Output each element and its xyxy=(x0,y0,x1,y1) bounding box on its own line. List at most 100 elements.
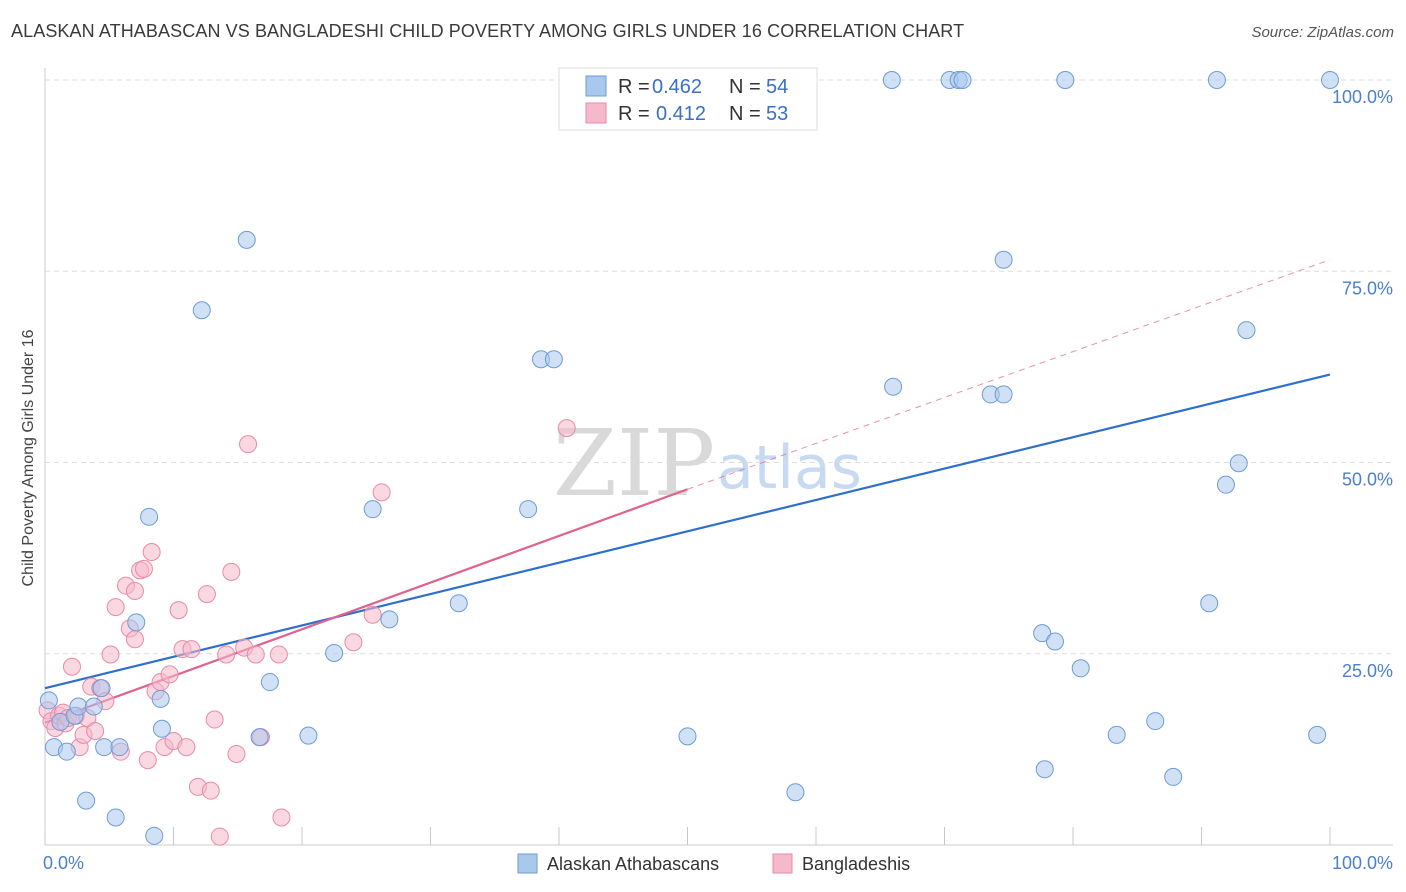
chart-title: ALASKAN ATHABASCAN VS BANGLADESHI CHILD … xyxy=(11,21,965,41)
point-bangladeshi xyxy=(182,640,201,659)
y-tick-label: 50.0% xyxy=(1342,470,1393,490)
point-athabascan xyxy=(57,742,76,761)
point-athabascan xyxy=(95,738,114,757)
watermark-atlas: atlas xyxy=(717,433,862,503)
point-athabascan xyxy=(192,301,211,320)
point-athabascan xyxy=(449,594,468,613)
source-credit: Source: ZipAtlas.com xyxy=(1251,24,1394,41)
point-athabascan xyxy=(786,783,805,802)
trendline-athabascan xyxy=(44,373,1331,690)
correlation-legend: R = 0.462 N = 54 R = 0.412 N = 53 xyxy=(558,67,818,131)
point-bangladeshi xyxy=(125,630,144,649)
point-bangladeshi xyxy=(177,738,196,757)
point-bangladeshi xyxy=(246,645,265,664)
point-bangladeshi xyxy=(272,808,291,827)
point-bangladeshi xyxy=(86,722,105,741)
point-athabascan xyxy=(544,350,563,369)
point-athabascan xyxy=(39,691,58,710)
y-tick-label: 25.0% xyxy=(1342,661,1393,681)
watermark-zip: ZIP xyxy=(553,410,715,517)
point-bangladeshi xyxy=(210,827,229,846)
point-bangladeshi xyxy=(344,633,363,652)
point-athabascan xyxy=(1200,594,1219,613)
point-athabascan xyxy=(145,826,164,845)
point-athabascan xyxy=(325,643,344,662)
y-tick-label: 75.0% xyxy=(1342,278,1393,298)
trendline-bangladeshi xyxy=(44,488,688,724)
point-athabascan xyxy=(1107,725,1126,744)
point-bangladeshi xyxy=(142,543,161,562)
bottom-legend-swatch-athabascan xyxy=(517,853,538,874)
point-athabascan xyxy=(69,697,88,716)
y-axis-label: Child Poverty Among Girls Under 16 xyxy=(20,329,37,586)
legend-swatch-bangladeshi xyxy=(585,102,607,124)
point-athabascan xyxy=(678,727,697,746)
point-athabascan xyxy=(363,500,382,519)
point-athabascan xyxy=(1035,760,1054,779)
point-athabascan xyxy=(299,726,318,745)
point-athabascan xyxy=(1046,632,1065,651)
point-athabascan xyxy=(1237,321,1256,340)
point-athabascan xyxy=(1071,659,1090,678)
point-athabascan xyxy=(92,679,111,698)
point-bangladeshi xyxy=(62,657,81,676)
point-bangladeshi xyxy=(227,744,246,763)
legend-n-label-2: N = xyxy=(729,103,761,125)
point-bangladeshi xyxy=(205,710,224,729)
legend-r-label-1: R = xyxy=(618,76,650,98)
legend-r-label-2: R = xyxy=(618,103,650,125)
legend-n-label-1: N = xyxy=(729,76,761,98)
y-tick-labels: 25.0% 50.0% 75.0% 100.0% xyxy=(1332,87,1393,681)
point-athabascan xyxy=(1308,725,1327,744)
point-athabascan xyxy=(953,71,972,89)
point-bangladeshi xyxy=(372,483,391,502)
point-athabascan xyxy=(110,738,129,757)
bottom-legend-label-athabascan: Alaskan Athabascans xyxy=(547,854,719,874)
point-bangladeshi xyxy=(239,435,258,454)
x-tick-labels: 0.0% 100.0% xyxy=(43,853,1393,873)
point-athabascan xyxy=(1207,71,1226,89)
bottom-legend-label-bangladeshi: Bangladeshis xyxy=(802,854,910,874)
point-athabascan xyxy=(77,791,96,810)
y-tick-label: 100.0% xyxy=(1332,87,1393,107)
point-athabascan xyxy=(250,728,269,747)
point-bangladeshi xyxy=(106,598,125,617)
data-points xyxy=(38,71,1339,846)
point-athabascan xyxy=(1146,712,1165,731)
point-athabascan xyxy=(1164,767,1183,786)
point-athabascan xyxy=(994,385,1013,404)
point-athabascan xyxy=(260,673,279,692)
point-bangladeshi xyxy=(197,585,216,604)
point-athabascan xyxy=(884,377,903,396)
point-athabascan xyxy=(1216,475,1235,494)
point-athabascan xyxy=(1056,71,1075,89)
point-athabascan xyxy=(1033,624,1052,643)
grid-lines xyxy=(45,79,1393,655)
point-athabascan xyxy=(151,689,170,708)
x-tick-label: 0.0% xyxy=(43,853,84,873)
point-athabascan xyxy=(84,697,103,716)
point-athabascan xyxy=(237,230,256,249)
point-bangladeshi xyxy=(125,582,144,601)
legend-r-value-1: 0.462 xyxy=(652,76,702,98)
point-athabascan xyxy=(140,507,159,526)
point-bangladeshi xyxy=(169,601,188,620)
point-bangladeshi xyxy=(363,605,382,624)
point-bangladeshi xyxy=(217,645,236,664)
point-bangladeshi xyxy=(138,751,157,770)
point-bangladeshi xyxy=(222,562,241,581)
legend-n-value-1: 54 xyxy=(766,76,788,98)
point-athabascan xyxy=(127,613,146,632)
bottom-legend-swatch-bangladeshi xyxy=(772,853,793,874)
point-athabascan xyxy=(1321,71,1339,89)
point-bangladeshi xyxy=(160,665,179,684)
point-bangladeshi xyxy=(269,645,288,664)
point-bangladeshi xyxy=(557,419,576,438)
point-bangladeshi xyxy=(201,781,220,800)
legend-r-value-2: 0.412 xyxy=(656,103,706,125)
legend-swatch-athabascan xyxy=(585,75,607,97)
point-athabascan xyxy=(106,808,125,827)
point-athabascan xyxy=(1229,454,1248,473)
trendline-bangladeshi-extension xyxy=(687,259,1331,490)
